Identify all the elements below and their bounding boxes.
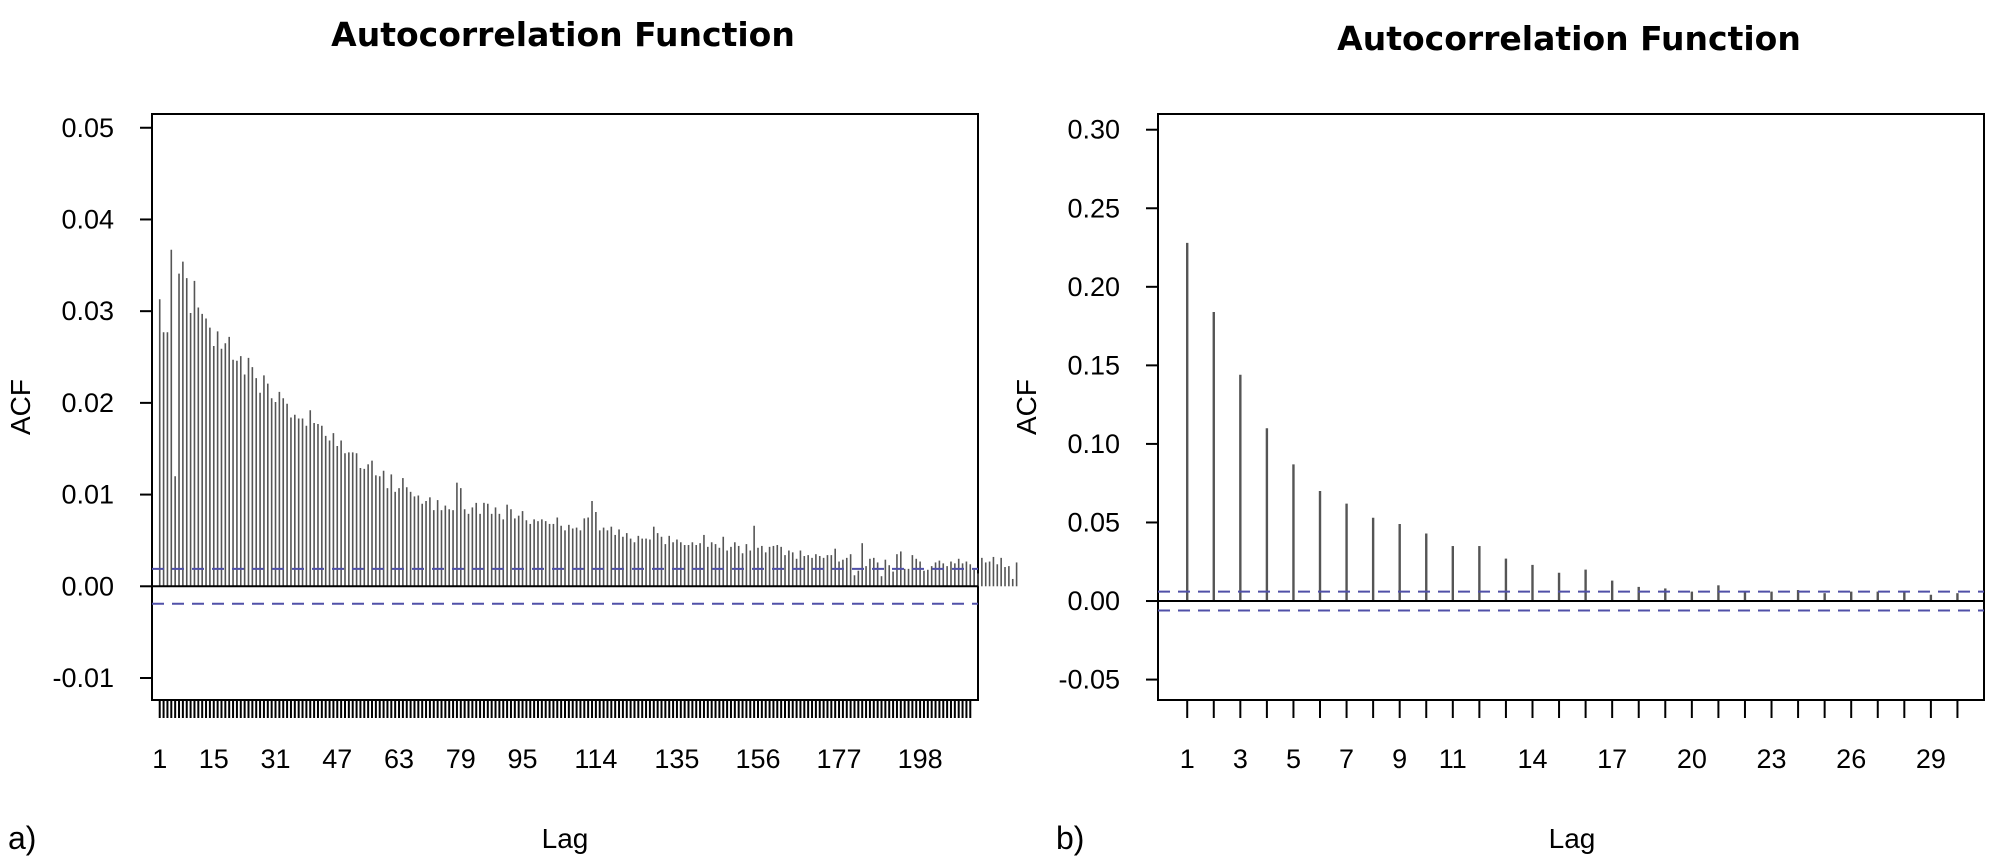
x-tick-label-a: 177 xyxy=(817,744,862,774)
x-tick-label-b: 5 xyxy=(1286,744,1301,774)
x-tick-label-a: 63 xyxy=(384,744,414,774)
x-tick-label-a: 47 xyxy=(322,744,352,774)
x-tick-label-b: 26 xyxy=(1836,744,1866,774)
x-tick-label-b: 17 xyxy=(1597,744,1627,774)
x-tick-label-a: 1 xyxy=(152,744,167,774)
x-tick-label-b: 11 xyxy=(1439,744,1467,774)
x-tick-label-a: 15 xyxy=(199,744,229,774)
x-tick-label-a: 156 xyxy=(735,744,780,774)
x-axis-label-a: Lag xyxy=(542,823,589,854)
x-tick-label-b: 29 xyxy=(1916,744,1946,774)
x-tick-label-b: 20 xyxy=(1677,744,1707,774)
chart-title-b: Autocorrelation Function xyxy=(1337,19,1801,58)
y-tick-label-a: 0.02 xyxy=(61,388,114,418)
x-tick-labels-a: 1 15 31 47 63 79 95 114 135 156 177 198 xyxy=(152,744,942,774)
x-tick-label-b: 7 xyxy=(1339,744,1354,774)
acf-panel-b: Autocorrelation Function -0.05 0.00 0.05 0.… xyxy=(1011,19,1985,856)
y-axis-a: -0.01 0.00 0.01 0.02 0.03 0.04 0.05 xyxy=(52,113,152,693)
confidence-bands-a xyxy=(152,567,978,605)
acf-bars-b xyxy=(1158,242,1984,603)
x-tick-label-a: 198 xyxy=(898,744,943,774)
x-tick-label-a: 95 xyxy=(508,744,538,774)
x-tick-labels-b: 1 3 5 7 9 11 14 17 20 23 26 29 xyxy=(1180,744,1946,774)
y-tick-label-b: -0.05 xyxy=(1058,665,1120,695)
x-tick-label-b: 9 xyxy=(1392,744,1407,774)
x-tick-label-a: 114 xyxy=(574,744,617,774)
panel-label-b: b) xyxy=(1056,820,1084,856)
acf-bars-a xyxy=(152,249,1018,588)
y-tick-label-a: 0.04 xyxy=(61,204,114,234)
y-tick-label-a: -0.01 xyxy=(52,663,114,693)
plot-frame-b xyxy=(1157,113,1985,701)
panel-label-a: a) xyxy=(8,820,36,856)
y-tick-label-b: 0.15 xyxy=(1067,350,1120,380)
x-tick-label-a: 79 xyxy=(446,744,476,774)
x-tick-label-b: 23 xyxy=(1757,744,1787,774)
y-axis-b: -0.05 0.00 0.05 0.10 0.15 0.20 0.25 0.30 xyxy=(1058,115,1158,695)
x-tick-label-b: 1 xyxy=(1180,744,1195,774)
y-tick-label-a: 0.00 xyxy=(61,571,114,601)
y-tick-label-b: 0.00 xyxy=(1067,586,1120,616)
x-tick-label-b: 14 xyxy=(1517,744,1547,774)
y-axis-label-b: ACF xyxy=(1011,379,1042,435)
x-ticks-b xyxy=(1186,700,1959,718)
y-tick-label-b: 0.30 xyxy=(1067,115,1120,145)
y-tick-label-a: 0.03 xyxy=(61,296,114,326)
y-tick-label-b: 0.10 xyxy=(1067,429,1120,459)
x-tick-label-a: 135 xyxy=(654,744,699,774)
acf-panel-a: Autocorrelation Function -0.01 0.00 0.01 0.… xyxy=(5,15,1018,856)
confidence-bands-b xyxy=(1158,590,1984,612)
y-tick-label-b: 0.20 xyxy=(1067,272,1120,302)
chart-title-a: Autocorrelation Function xyxy=(331,15,795,54)
y-tick-label-a: 0.01 xyxy=(61,480,114,510)
y-tick-label-b: 0.25 xyxy=(1067,193,1120,223)
y-tick-label-b: 0.05 xyxy=(1067,507,1120,537)
x-tick-label-b: 3 xyxy=(1233,744,1248,774)
x-tick-label-a: 31 xyxy=(260,744,290,774)
y-tick-label-a: 0.05 xyxy=(61,113,114,143)
x-axis-label-b: Lag xyxy=(1549,823,1596,854)
x-ticks-a xyxy=(158,700,972,718)
y-axis-label-a: ACF xyxy=(5,379,36,435)
